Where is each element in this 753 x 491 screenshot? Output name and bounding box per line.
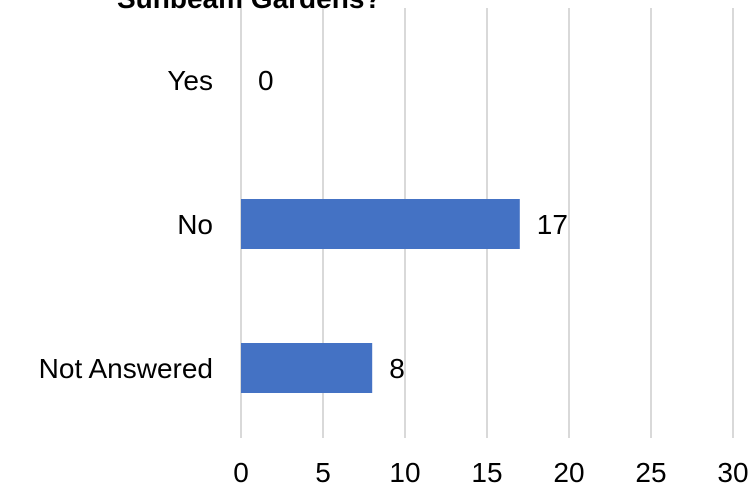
x-tick-label: 30 (717, 457, 748, 488)
x-tick-label: 15 (471, 457, 502, 488)
x-tick-label: 20 (553, 457, 584, 488)
bar (241, 343, 373, 393)
category-label: No (177, 209, 213, 240)
x-tick-label: 10 (389, 457, 420, 488)
x-axis-ticks: 0 5 10 15 20 25 30 (233, 457, 748, 488)
chart-title: Sunbeam Gardens? (117, 0, 382, 14)
category-label: Not Answered (39, 353, 213, 384)
data-label: 8 (389, 353, 405, 384)
x-tick-label: 0 (233, 457, 249, 488)
category-label: Yes (167, 65, 213, 96)
data-label: 0 (258, 65, 274, 96)
bar (241, 199, 520, 249)
category-labels: Yes No Not Answered (39, 65, 213, 384)
bars: 0 17 8 (241, 65, 568, 393)
x-tick-label: 25 (635, 457, 666, 488)
data-label: 17 (537, 209, 568, 240)
x-tick-label: 5 (315, 457, 331, 488)
